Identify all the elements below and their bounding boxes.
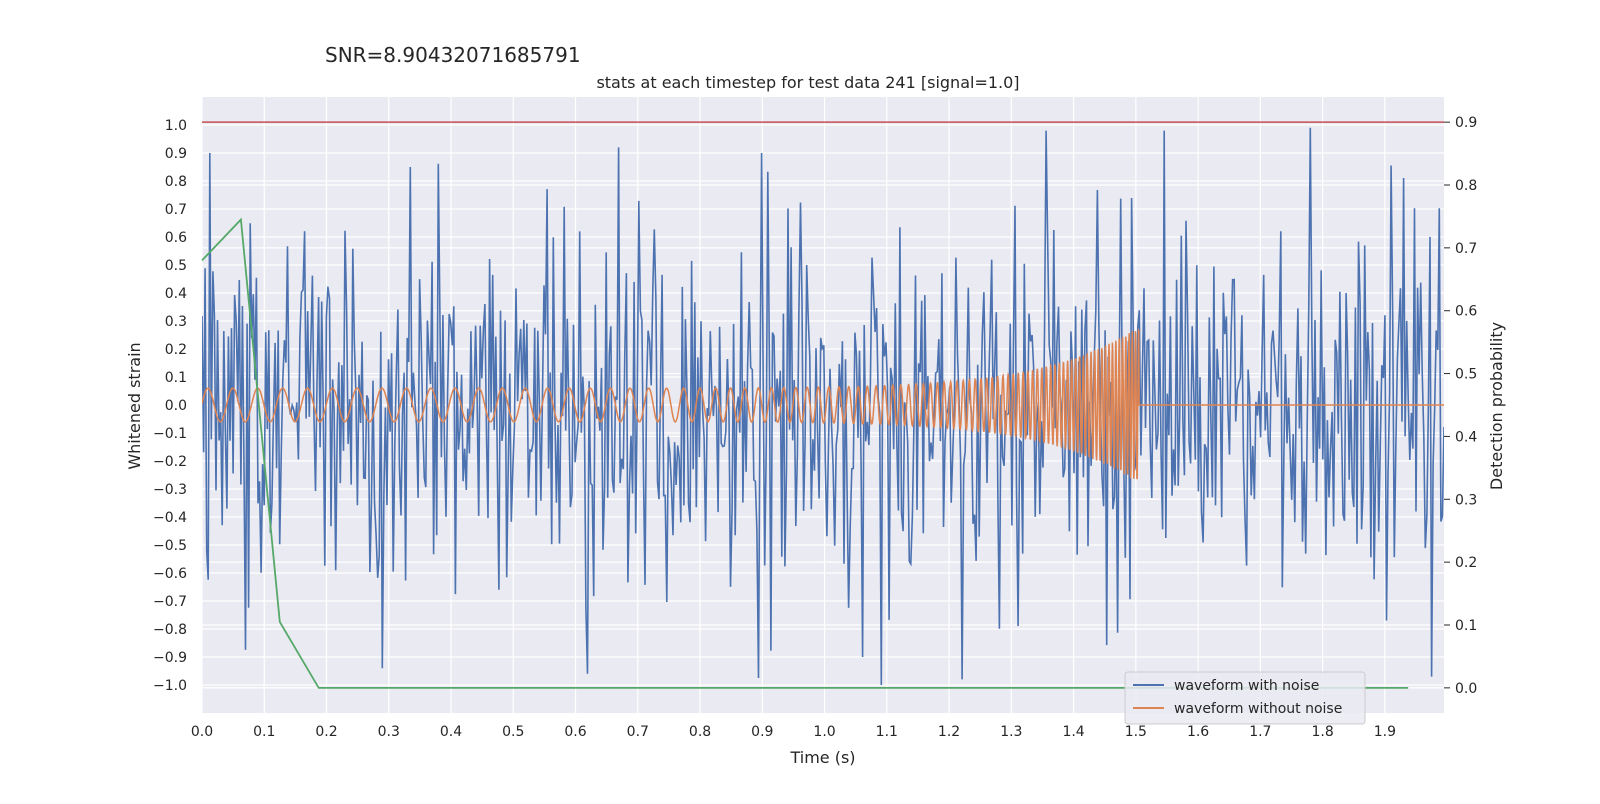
detection-probability-line [201, 217, 1409, 689]
x-tick-label: 1.0 [813, 724, 835, 740]
legend: waveform with noise waveform without noi… [1124, 671, 1366, 725]
y-tick-label: −0.9 [153, 650, 187, 666]
y2-tick-label: 0.6 [1455, 304, 1477, 320]
y-tick-label: 0.9 [165, 146, 187, 162]
y-tick-label: −0.2 [153, 454, 187, 470]
y-tick-label: −0.1 [153, 426, 187, 442]
x-tick-label: 0.4 [440, 724, 462, 740]
y-tick-label: −1.0 [153, 678, 187, 694]
x-tick-label: 0.9 [751, 724, 773, 740]
x-axis-label: Time (s) [789, 748, 855, 767]
y2-tick-label: 0.1 [1455, 618, 1477, 634]
y2-axis-label: Detection probability [1487, 322, 1506, 490]
x-tick-label: 1.9 [1374, 724, 1396, 740]
x-tick-label: 1.2 [938, 724, 960, 740]
y-tick-label: −0.7 [153, 594, 187, 610]
y2-tick-label: 0.3 [1455, 492, 1477, 508]
legend-label-signal: waveform without noise [1174, 701, 1342, 717]
y-tick-label: −0.6 [153, 566, 187, 582]
x-tick-label: 1.6 [1187, 724, 1209, 740]
y-tick-label: 0.2 [165, 342, 187, 358]
y2-tick-label: 0.4 [1455, 429, 1477, 445]
x-tick-label: 1.5 [1125, 724, 1147, 740]
y-tick-label: 0.8 [165, 174, 187, 190]
x-tick-label: 0.2 [315, 724, 337, 740]
y-tick-label: 1.0 [165, 118, 187, 134]
y-tick-label: 0.5 [165, 258, 187, 274]
x-tick-label: 1.1 [876, 724, 898, 740]
y-tick-label: 0.0 [165, 398, 187, 414]
x-tick-label: 0.5 [502, 724, 524, 740]
signal-waveform-line [202, 328, 1444, 480]
series-group [201, 121, 1444, 689]
y-tick-label: −0.5 [153, 538, 187, 554]
y2-tick-label: 0.2 [1455, 555, 1477, 571]
x-tick-label: 1.7 [1249, 724, 1271, 740]
x-tick-label: 0.1 [253, 724, 275, 740]
y-tick-label: −0.8 [153, 622, 187, 638]
x-tick-label: 0.6 [564, 724, 586, 740]
y2-tick-label: 0.9 [1455, 115, 1477, 131]
chart-suptitle: SNR=8.90432071685791 [325, 43, 581, 67]
y2-tick-label: 0.0 [1455, 681, 1477, 697]
legend-label-noise: waveform with noise [1174, 678, 1319, 694]
x-tick-label: 0.8 [689, 724, 711, 740]
y-tick-label: 0.6 [165, 230, 187, 246]
y2-tick-label: 0.5 [1455, 367, 1477, 383]
y-tick-label: 0.4 [165, 286, 187, 302]
x-tick-label: 0.7 [627, 724, 649, 740]
x-tick-label: 0.0 [191, 724, 213, 740]
y2-tick-label: 0.7 [1455, 241, 1477, 257]
x-tick-label: 0.3 [378, 724, 400, 740]
x-tick-label: 1.8 [1311, 724, 1333, 740]
axes: 0.0 0.1 0.2 0.3 0.4 0.5 0.6 0.7 0.8 0.9 1.0 1.1 1.2 1… [153, 115, 1477, 740]
y2-tick-label: 0.8 [1455, 178, 1477, 194]
y-tick-label: 0.1 [165, 370, 187, 386]
legend-box [1124, 671, 1366, 725]
x-tick-label: 1.3 [1000, 724, 1022, 740]
y-tick-label: 0.3 [165, 314, 187, 330]
y-tick-label: −0.3 [153, 482, 187, 498]
x-tick-label: 1.4 [1062, 724, 1084, 740]
chart-title: stats at each timestep for test data 241… [596, 73, 1019, 92]
y-tick-label: −0.4 [153, 510, 187, 526]
y-tick-label: 0.7 [165, 202, 187, 218]
y-axis-label: Whitened strain [125, 342, 144, 469]
noisy-waveform-line [202, 127, 1444, 686]
